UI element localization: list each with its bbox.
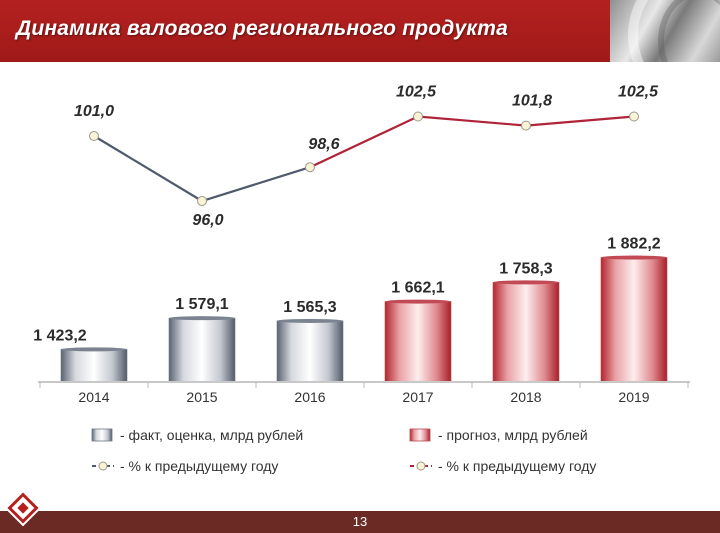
bar-value-label: 1 882,2 bbox=[607, 236, 660, 253]
bar-2015 bbox=[168, 317, 236, 383]
bar-value-label: 1 565,3 bbox=[283, 299, 336, 316]
legend-label: - % к предыдущему году bbox=[120, 458, 278, 474]
x-axis-ticks: 2014 2015 2016 2017 2018 2019 bbox=[39, 382, 689, 405]
lines-layer bbox=[89, 111, 639, 206]
line-value-label: 101,8 bbox=[512, 93, 552, 110]
page-number: 13 bbox=[352, 514, 368, 529]
header-decoration-image bbox=[610, 0, 720, 62]
bar-2018 bbox=[492, 282, 560, 383]
bar-top-2019 bbox=[601, 255, 667, 260]
line-forecast-growth bbox=[309, 115, 635, 169]
line-point-2018 bbox=[521, 120, 531, 131]
bar-value-label: 1 662,1 bbox=[391, 280, 444, 297]
bar-value-label: 1 423,2 bbox=[33, 327, 86, 344]
labels-layer: 1 423,2 1 579,1 1 565,3 1 662,1 1 758,3 1 882… bbox=[33, 84, 660, 345]
line-value-label: 102,5 bbox=[618, 84, 659, 101]
legend-label: - факт, оценка, млрд рублей bbox=[120, 427, 303, 443]
line-value-label: 101,0 bbox=[74, 103, 114, 120]
x-tick-label: 2019 bbox=[618, 389, 649, 405]
line-value-label: 96,0 bbox=[192, 212, 223, 229]
legend-swatch-marker bbox=[98, 461, 108, 471]
legend-swatch-bar bbox=[409, 428, 431, 442]
bars-layer bbox=[60, 255, 668, 383]
bar-top-2014 bbox=[61, 347, 127, 352]
slide-header: Динамика валового регионального продукта bbox=[0, 0, 720, 62]
legend-swatch-bar bbox=[91, 428, 113, 442]
line-point-2016 bbox=[305, 162, 315, 173]
x-tick-label: 2018 bbox=[510, 389, 541, 405]
line-value-label: 98,6 bbox=[308, 136, 339, 153]
bar-value-label: 1 579,1 bbox=[175, 296, 228, 313]
x-tick-label: 2014 bbox=[78, 389, 109, 405]
legend-swatch-marker bbox=[416, 461, 426, 471]
slide-title: Динамика валового регионального продукта bbox=[16, 17, 508, 40]
bar-2019 bbox=[600, 257, 668, 383]
bar-top-2017 bbox=[385, 299, 451, 304]
bar-2017 bbox=[384, 301, 452, 383]
x-tick-label: 2016 bbox=[294, 389, 325, 405]
chart: 2014 2015 2016 2017 2018 2019 1 423,21 579,1 1… bbox=[33, 84, 690, 474]
x-tick-label: 2015 bbox=[186, 389, 217, 405]
line-point-2019 bbox=[629, 111, 639, 122]
bar-value-label: 1 758,3 bbox=[499, 260, 552, 277]
bar-2016 bbox=[276, 320, 344, 383]
x-tick-label: 2017 bbox=[402, 389, 433, 405]
line-fact-growth bbox=[93, 135, 311, 203]
line-point-2015 bbox=[197, 196, 207, 206]
bar-top-2016 bbox=[277, 318, 343, 323]
slide-footer: 13 bbox=[0, 511, 720, 533]
bar-top-2015 bbox=[169, 316, 235, 321]
legend-label: - прогноз, млрд рублей bbox=[438, 427, 588, 443]
line-point-2014 bbox=[89, 131, 99, 141]
line-point-2017 bbox=[413, 111, 423, 122]
bar-top-2018 bbox=[493, 280, 559, 285]
line-value-label: 102,5 bbox=[396, 84, 437, 101]
legend-label: - % к предыдущему году bbox=[438, 458, 596, 474]
bar-2014 bbox=[60, 349, 128, 383]
legend: - факт, оценка, млрд рублей - прогноз, мл… bbox=[91, 427, 596, 474]
